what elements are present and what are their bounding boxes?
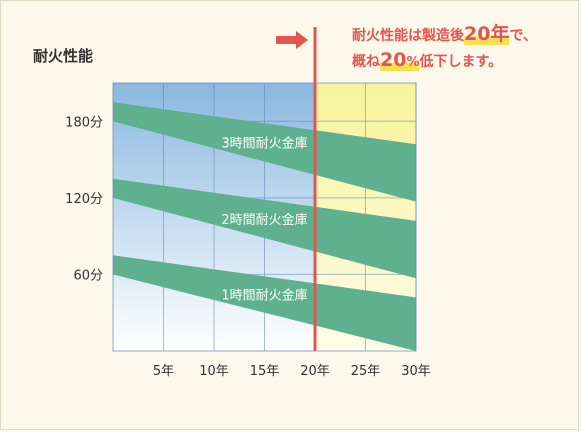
series-label: 2時間耐火金庫: [221, 212, 307, 228]
annotation-percent-value: 20: [380, 49, 407, 71]
x-tick-label: 30年: [401, 364, 431, 379]
series-label: 1時間耐火金庫: [221, 288, 307, 304]
annotation-text: 耐火性能は製造後: [352, 28, 464, 44]
annotation-note: 耐火性能は製造後20年で、 概ね20%低下します。: [352, 22, 537, 75]
x-tick-label: 5年: [153, 364, 174, 379]
y-tick-label: 60分: [73, 268, 103, 283]
annotation-percent-sign: %: [406, 55, 420, 70]
annotation-text: 概ね: [352, 54, 380, 70]
annotation-text: で、: [509, 28, 537, 44]
annotation-line-2: 概ね20%低下します。: [352, 48, 537, 75]
annotation-line-1: 耐火性能は製造後20年で、: [352, 22, 537, 48]
annotation-text: 低下します。: [419, 54, 503, 70]
band-2時間耐火金庫: [113, 178, 416, 279]
x-tick-label: 15年: [250, 364, 280, 379]
y-tick-label: 120分: [65, 192, 103, 207]
y-tick-label: 180分: [65, 115, 103, 130]
annotation-highlight-percent: 20%: [380, 49, 420, 71]
marker-arrow-head: [296, 31, 308, 49]
band-3時間耐火金庫: [113, 102, 416, 202]
plot-border: [112, 82, 417, 352]
series-label: 3時間耐火金庫: [221, 135, 307, 151]
y-axis-label: 耐火性能: [33, 47, 94, 65]
x-tick-label: 10年: [199, 364, 229, 379]
annotation-highlight-years: 20年: [464, 23, 510, 45]
band-1時間耐火金庫: [113, 255, 416, 351]
marker-arrow-shaft: [276, 36, 296, 44]
x-tick-label: 20年: [300, 364, 330, 379]
x-tick-label: 25年: [351, 364, 381, 379]
